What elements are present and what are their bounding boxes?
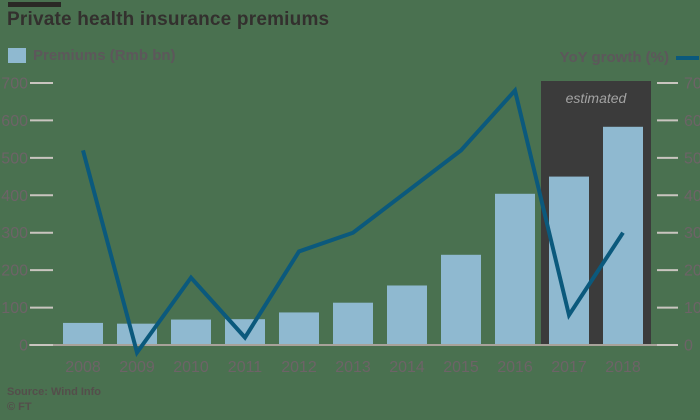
bar-2008 <box>63 322 103 345</box>
ft-copyright: © FT <box>7 401 32 413</box>
right-axis-tick-label: 70 <box>684 76 700 93</box>
legend-premiums: Premiums (Rmb bn) <box>8 47 176 64</box>
x-axis-label-2012: 2012 <box>281 359 317 376</box>
ft-brand-bar <box>8 2 61 7</box>
premiums-legend-swatch-icon <box>8 48 26 63</box>
x-axis-label-2017: 2017 <box>551 359 587 376</box>
left-axis-tick-label: 600 <box>1 113 28 130</box>
right-axis-tick-label: 50 <box>684 150 700 167</box>
premiums-legend-label: Premiums (Rmb bn) <box>33 47 176 64</box>
bar-2012 <box>279 312 319 345</box>
right-axis-tick-label: 60 <box>684 113 700 130</box>
x-axis-label-2016: 2016 <box>497 359 533 376</box>
bar-2015 <box>441 254 481 345</box>
bar-2016 <box>495 193 535 345</box>
bar-2010 <box>171 319 211 345</box>
right-axis-tick-label: 20 <box>684 263 700 280</box>
right-axis-tick-label: 40 <box>684 188 700 205</box>
right-axis-tick-label: 30 <box>684 225 700 242</box>
x-axis-label-2013: 2013 <box>335 359 371 376</box>
left-axis-tick-label: 300 <box>1 225 28 242</box>
left-axis-tick-label: 0 <box>19 338 28 355</box>
left-axis-tick-label: 100 <box>1 300 28 317</box>
yoy-legend-label: YoY growth (%) <box>559 49 669 66</box>
x-axis-label-2014: 2014 <box>389 359 425 376</box>
page-title: Private health insurance premiums <box>7 9 330 30</box>
x-axis-label-2018: 2018 <box>605 359 641 376</box>
x-axis-label-2009: 2009 <box>119 359 155 376</box>
right-axis-tick-label: 10 <box>684 300 700 317</box>
left-axis-tick-label: 700 <box>1 76 28 93</box>
right-axis-tick-label: 0 <box>684 338 693 355</box>
x-axis-label-2008: 2008 <box>65 359 101 376</box>
bar-2013 <box>333 302 373 345</box>
left-axis-tick-label: 400 <box>1 188 28 205</box>
left-axis-tick-label: 500 <box>1 150 28 167</box>
yoy-growth-line <box>81 86 625 358</box>
bar-2014 <box>387 285 427 345</box>
yoy-legend-line-swatch-icon <box>676 55 699 60</box>
source-note: Source: Wind Info <box>7 386 102 398</box>
x-axis-label-2010: 2010 <box>173 359 209 376</box>
x-axis-label-2011: 2011 <box>228 359 263 376</box>
estimated-label: estimated <box>566 90 628 106</box>
left-axis-tick-label: 200 <box>1 263 28 280</box>
x-axis-label-2015: 2015 <box>443 359 479 376</box>
chart-footer: Source: Wind Info © FT <box>7 385 101 415</box>
legend-yoy-growth: YoY growth (%) <box>560 49 699 66</box>
